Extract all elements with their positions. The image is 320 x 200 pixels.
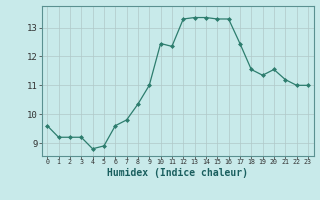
X-axis label: Humidex (Indice chaleur): Humidex (Indice chaleur)	[107, 168, 248, 178]
